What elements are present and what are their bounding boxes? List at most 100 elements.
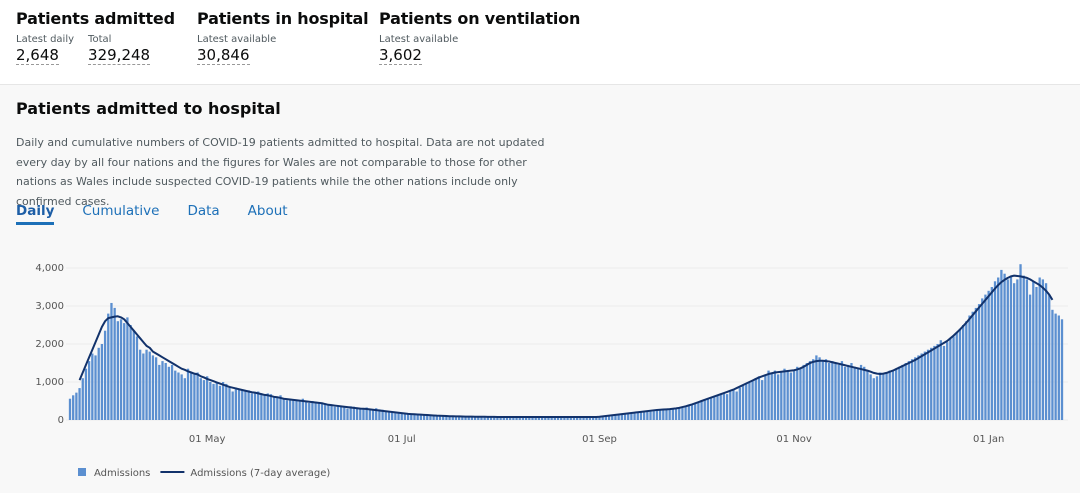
bar bbox=[729, 391, 732, 420]
bar bbox=[917, 355, 920, 420]
bar bbox=[687, 404, 690, 420]
tab-bar: Daily Cumulative Data About bbox=[16, 203, 288, 225]
bar bbox=[831, 361, 834, 420]
bar bbox=[703, 399, 706, 420]
bar bbox=[416, 414, 419, 420]
stat-value[interactable]: 329,248 bbox=[88, 46, 151, 65]
bar bbox=[97, 347, 100, 420]
bar bbox=[601, 416, 604, 420]
bar bbox=[1022, 275, 1025, 420]
bar bbox=[346, 408, 349, 420]
bar bbox=[237, 388, 241, 420]
bar bbox=[630, 412, 633, 420]
tab[interactable]: Data bbox=[187, 203, 220, 219]
bar bbox=[263, 395, 266, 420]
bar bbox=[154, 357, 158, 420]
bar bbox=[477, 416, 480, 420]
bar bbox=[751, 380, 754, 420]
tab[interactable]: Cumulative bbox=[82, 203, 160, 219]
bar bbox=[671, 409, 675, 420]
bar bbox=[544, 417, 547, 420]
bar bbox=[875, 376, 879, 420]
bar bbox=[81, 378, 84, 420]
tab[interactable]: About bbox=[247, 203, 288, 219]
summary-bar: Patients admitted Latest daily 2,648 Tota… bbox=[0, 0, 1080, 85]
stat-value[interactable]: 2,648 bbox=[16, 46, 59, 65]
stat-block: Patients in hospital Latest available 30,… bbox=[197, 9, 369, 65]
bar bbox=[968, 315, 971, 420]
bar bbox=[863, 366, 866, 420]
bar bbox=[518, 416, 521, 420]
bar bbox=[339, 406, 343, 420]
bar bbox=[709, 397, 713, 420]
bar bbox=[697, 401, 700, 420]
bar bbox=[91, 353, 94, 420]
bar bbox=[904, 363, 907, 420]
bar bbox=[735, 391, 738, 420]
bar bbox=[824, 359, 828, 420]
stat-label: Total bbox=[88, 34, 112, 45]
bar bbox=[965, 321, 968, 420]
bar bbox=[569, 416, 572, 420]
bar bbox=[457, 416, 461, 420]
bar bbox=[694, 402, 697, 420]
bar bbox=[394, 413, 397, 420]
bar bbox=[375, 408, 378, 420]
bar bbox=[1003, 273, 1006, 420]
bar bbox=[888, 370, 891, 420]
bar bbox=[1051, 309, 1054, 420]
stat-label: Latest available bbox=[197, 34, 277, 45]
bar bbox=[853, 366, 856, 420]
bar bbox=[250, 393, 253, 420]
bar bbox=[1028, 294, 1032, 420]
bar bbox=[116, 321, 119, 420]
tab[interactable]: Daily bbox=[16, 203, 55, 225]
bar bbox=[483, 416, 486, 420]
bar bbox=[496, 417, 499, 420]
bar bbox=[690, 404, 694, 420]
stat-title: Patients in hospital bbox=[197, 9, 369, 28]
bar bbox=[512, 417, 515, 420]
stat-block: Patients admitted Latest daily 2,648 Tota… bbox=[16, 9, 175, 65]
bar bbox=[1048, 294, 1051, 420]
bar bbox=[553, 417, 556, 420]
bar bbox=[454, 416, 458, 420]
bar bbox=[288, 398, 292, 420]
bar bbox=[139, 349, 142, 420]
bar bbox=[183, 378, 186, 420]
bar bbox=[780, 372, 783, 420]
bar bbox=[894, 368, 898, 420]
bar bbox=[365, 407, 368, 420]
bar bbox=[94, 355, 97, 420]
bar bbox=[910, 359, 914, 420]
stat-value[interactable]: 3,602 bbox=[379, 46, 422, 65]
bar bbox=[786, 370, 789, 420]
stat-value[interactable]: 30,846 bbox=[197, 46, 250, 65]
bar bbox=[123, 323, 126, 420]
bar bbox=[901, 364, 904, 420]
bar bbox=[113, 307, 116, 420]
bar bbox=[359, 407, 362, 420]
bar bbox=[330, 405, 333, 420]
bar bbox=[818, 357, 821, 420]
bar bbox=[311, 401, 314, 420]
y-tick-label: 0 bbox=[58, 415, 64, 426]
bar bbox=[410, 414, 413, 420]
bar bbox=[244, 391, 247, 420]
bar bbox=[186, 368, 190, 420]
bar bbox=[821, 361, 824, 420]
bar bbox=[665, 408, 668, 420]
bar bbox=[1054, 313, 1057, 420]
bar bbox=[738, 387, 741, 420]
bar bbox=[493, 416, 496, 420]
bar bbox=[87, 361, 91, 420]
bar bbox=[499, 416, 502, 420]
bar bbox=[872, 378, 875, 420]
bar bbox=[68, 398, 72, 420]
bar bbox=[413, 414, 416, 420]
bar bbox=[285, 400, 289, 420]
bar bbox=[212, 383, 215, 420]
bar bbox=[470, 416, 474, 420]
